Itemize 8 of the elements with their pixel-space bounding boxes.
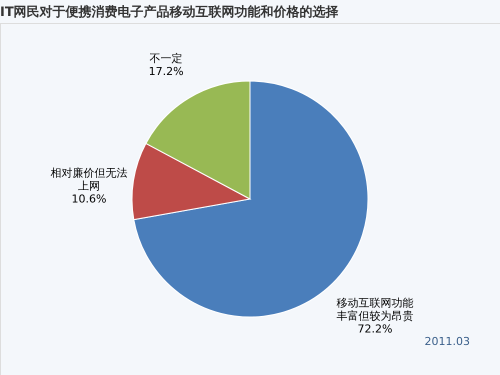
data-label: 10.6% xyxy=(72,192,106,206)
text: 2011.03 xyxy=(424,335,470,348)
data-label: 17.2% xyxy=(148,65,184,78)
slice-label: 相对廉价但无法上网 xyxy=(50,166,128,192)
slice-label: 不一定 xyxy=(150,52,183,66)
chart-title: IT网民对于便携消费电子产品移动互联网功能和价格的选择 xyxy=(0,4,339,20)
slice-label: 移动互联网功能丰富但较为昂贵 xyxy=(336,296,414,323)
data-label: 72.2% xyxy=(357,322,392,336)
